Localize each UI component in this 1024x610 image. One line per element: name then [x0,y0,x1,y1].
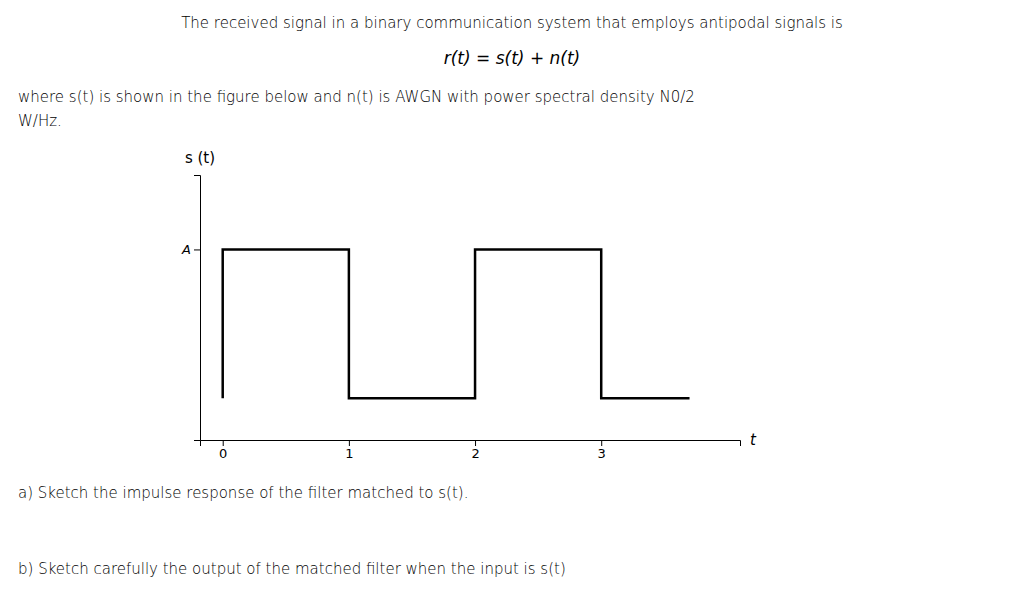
subtitle: r(t) = s(t) + n(t) [444,48,581,68]
annotation: b) Sketch carefully the output of the ma… [18,560,566,578]
x-tick-mark [475,440,476,446]
x-tick: 2 [471,440,479,461]
x-tick-label: 0 [219,446,227,461]
y-axis-line [194,176,201,441]
y-tick-mark [194,249,200,250]
x-axis-label: t [750,431,757,449]
x-axis-line [201,441,741,447]
annotation: W/Hz. [18,112,62,130]
chart: The received signal in a binary communic… [0,0,1024,610]
x-tick-mark [223,440,224,446]
signal-line [223,249,690,398]
annotation: a) Sketch the impulse response of the fi… [18,484,468,502]
y-axis-label: s (t) [185,149,215,167]
x-tick-mark [349,440,350,446]
annotation: where s(t) is shown in the figure below … [18,88,695,106]
x-tick: 3 [598,440,606,461]
y-tick-label: A [181,242,191,257]
y-tick: A [181,242,200,257]
x-tick: 0 [219,440,227,461]
plot-area [223,249,690,398]
title: The received signal in a binary communic… [181,14,843,32]
x-tick-label: 3 [598,446,606,461]
x-tick-mark [601,440,602,446]
x-tick-label: 2 [471,446,479,461]
y-axis: A [181,176,200,441]
x-axis: 0 1 2 3 [201,440,741,461]
x-tick: 1 [345,440,353,461]
x-tick-label: 1 [345,446,353,461]
